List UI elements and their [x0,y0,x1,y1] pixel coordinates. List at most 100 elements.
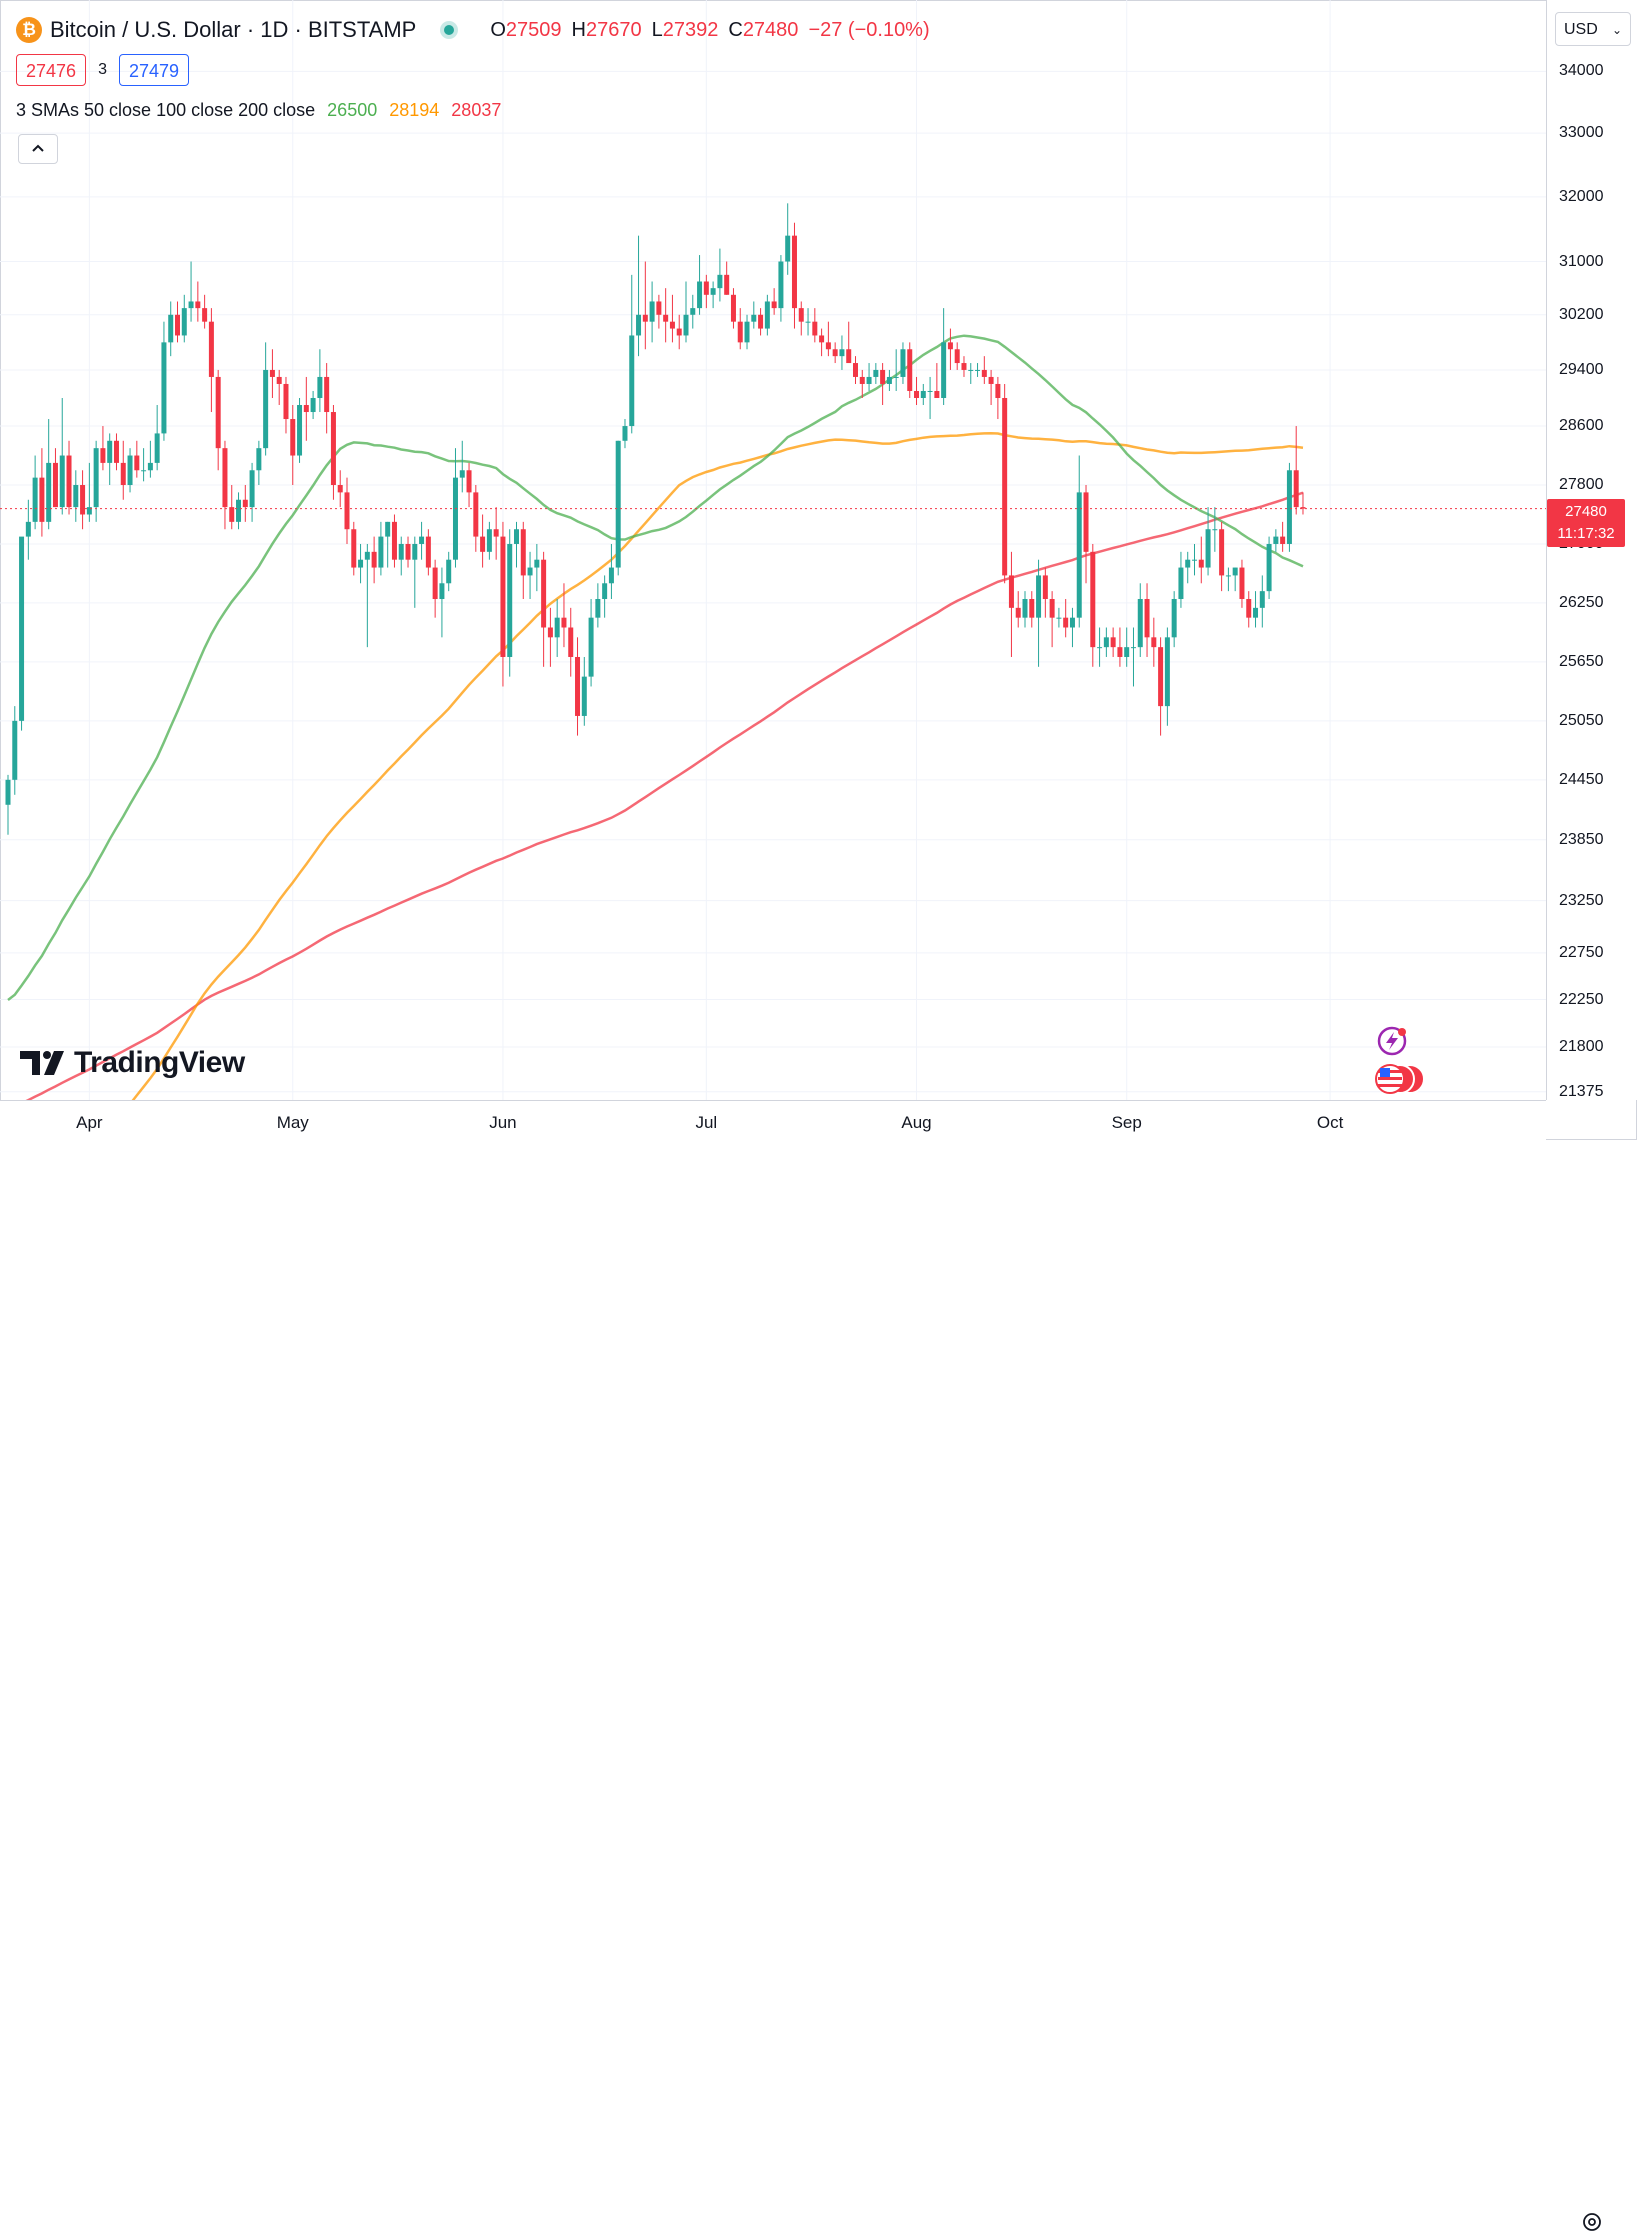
time-axis[interactable]: Apr May Jun Jul Aug Sep Oct [0,1100,1601,2231]
candle[interactable] [263,342,269,456]
candle[interactable] [737,308,743,350]
candle[interactable] [154,405,160,471]
candle[interactable] [466,462,472,508]
candle[interactable] [1239,559,1245,608]
symbol-title[interactable]: Bitcoin / U.S. Dollar · 1D · BITSTAMP [50,17,417,42]
candle[interactable] [520,521,526,600]
candle[interactable] [1015,591,1021,628]
candle[interactable] [1042,567,1048,618]
candle[interactable] [1103,627,1109,657]
price-axis[interactable]: USD ⌄ 34000 33000 32000 31000 30200 29400 2860… [1546,0,1639,1100]
candle[interactable] [181,294,187,343]
candle[interactable] [452,448,458,568]
indicator-legend[interactable]: 3 SMAs 50 close 100 close 200 close 2650… [16,100,513,121]
collapse-legend-button[interactable] [18,134,58,164]
candle[interactable] [642,261,648,350]
candle[interactable] [1158,637,1164,736]
candle[interactable] [914,376,920,406]
candle[interactable] [1280,521,1286,552]
candle[interactable] [19,536,25,731]
candle[interactable] [832,342,838,364]
candle[interactable] [656,294,662,329]
candle[interactable] [236,492,242,530]
candle[interactable] [866,363,872,391]
candle[interactable] [168,301,174,357]
candle[interactable] [1124,627,1130,667]
candle[interactable] [1036,559,1042,667]
candle[interactable] [1049,591,1055,648]
candle[interactable] [1110,627,1116,657]
candle[interactable] [581,656,587,726]
lightning-icon[interactable] [1377,1026,1407,1056]
candle[interactable] [1056,607,1062,628]
candle[interactable] [649,281,655,343]
candle[interactable] [764,294,770,336]
candle[interactable] [663,288,669,343]
candle[interactable] [412,536,418,608]
candle[interactable] [12,706,18,795]
candle[interactable] [805,308,811,336]
candle[interactable] [853,356,858,384]
candle[interactable] [493,507,499,560]
candle[interactable] [330,405,336,500]
candle[interactable] [1076,455,1082,628]
candle[interactable] [602,575,608,618]
candle[interactable] [595,583,601,628]
candle[interactable] [1205,507,1211,576]
plot-area[interactable]: ₿ Bitcoin / U.S. Dollar · 1D · BITSTAMP … [0,0,1546,1100]
candle[interactable] [107,433,113,486]
candle[interactable] [222,440,228,530]
candle[interactable] [134,440,140,478]
candle[interactable] [1171,591,1177,648]
candle[interactable] [907,342,913,398]
candle[interactable] [1164,627,1170,726]
candle[interactable] [269,349,275,398]
candle[interactable] [1246,591,1252,628]
candle[interactable] [385,521,391,568]
candle[interactable] [554,599,560,657]
candle[interactable] [669,294,675,343]
candle[interactable] [676,314,682,350]
candle[interactable] [880,363,886,406]
candle[interactable] [534,543,540,592]
candle[interactable] [588,599,594,687]
candle[interactable] [446,551,452,592]
candle[interactable] [432,559,438,618]
candle[interactable] [93,440,99,522]
candle[interactable] [439,567,445,638]
tradingview-logo[interactable]: TradingView [20,1046,245,1080]
candle[interactable] [73,470,79,522]
candle[interactable] [242,485,248,522]
candle[interactable] [636,235,642,357]
candle[interactable] [1022,591,1028,628]
candle[interactable] [561,583,567,648]
candle[interactable] [1266,536,1272,600]
candle[interactable] [886,369,892,391]
candle[interactable] [398,536,404,576]
candle[interactable] [52,448,58,508]
candle[interactable] [839,335,845,370]
candle[interactable] [1029,591,1035,628]
candle[interactable] [229,485,235,530]
candle[interactable] [371,536,377,584]
candle[interactable] [819,328,825,357]
candle[interactable] [697,255,703,315]
candle[interactable] [290,405,296,486]
candle[interactable] [507,529,513,677]
candle[interactable] [947,328,953,370]
candle[interactable] [961,356,967,377]
candle[interactable] [39,448,45,537]
candle[interactable] [25,499,31,560]
candle[interactable] [1286,462,1292,552]
candle[interactable] [683,281,689,343]
us-flag-icon[interactable] [1375,1064,1425,1094]
candle[interactable] [1090,543,1096,667]
candle[interactable] [80,470,86,530]
candle[interactable] [1130,627,1136,687]
candle[interactable] [1063,599,1069,638]
candle[interactable] [480,514,486,568]
candle[interactable] [920,383,926,406]
currency-selector[interactable]: USD ⌄ [1555,12,1631,46]
candle[interactable] [717,248,723,302]
candle[interactable] [724,261,730,295]
